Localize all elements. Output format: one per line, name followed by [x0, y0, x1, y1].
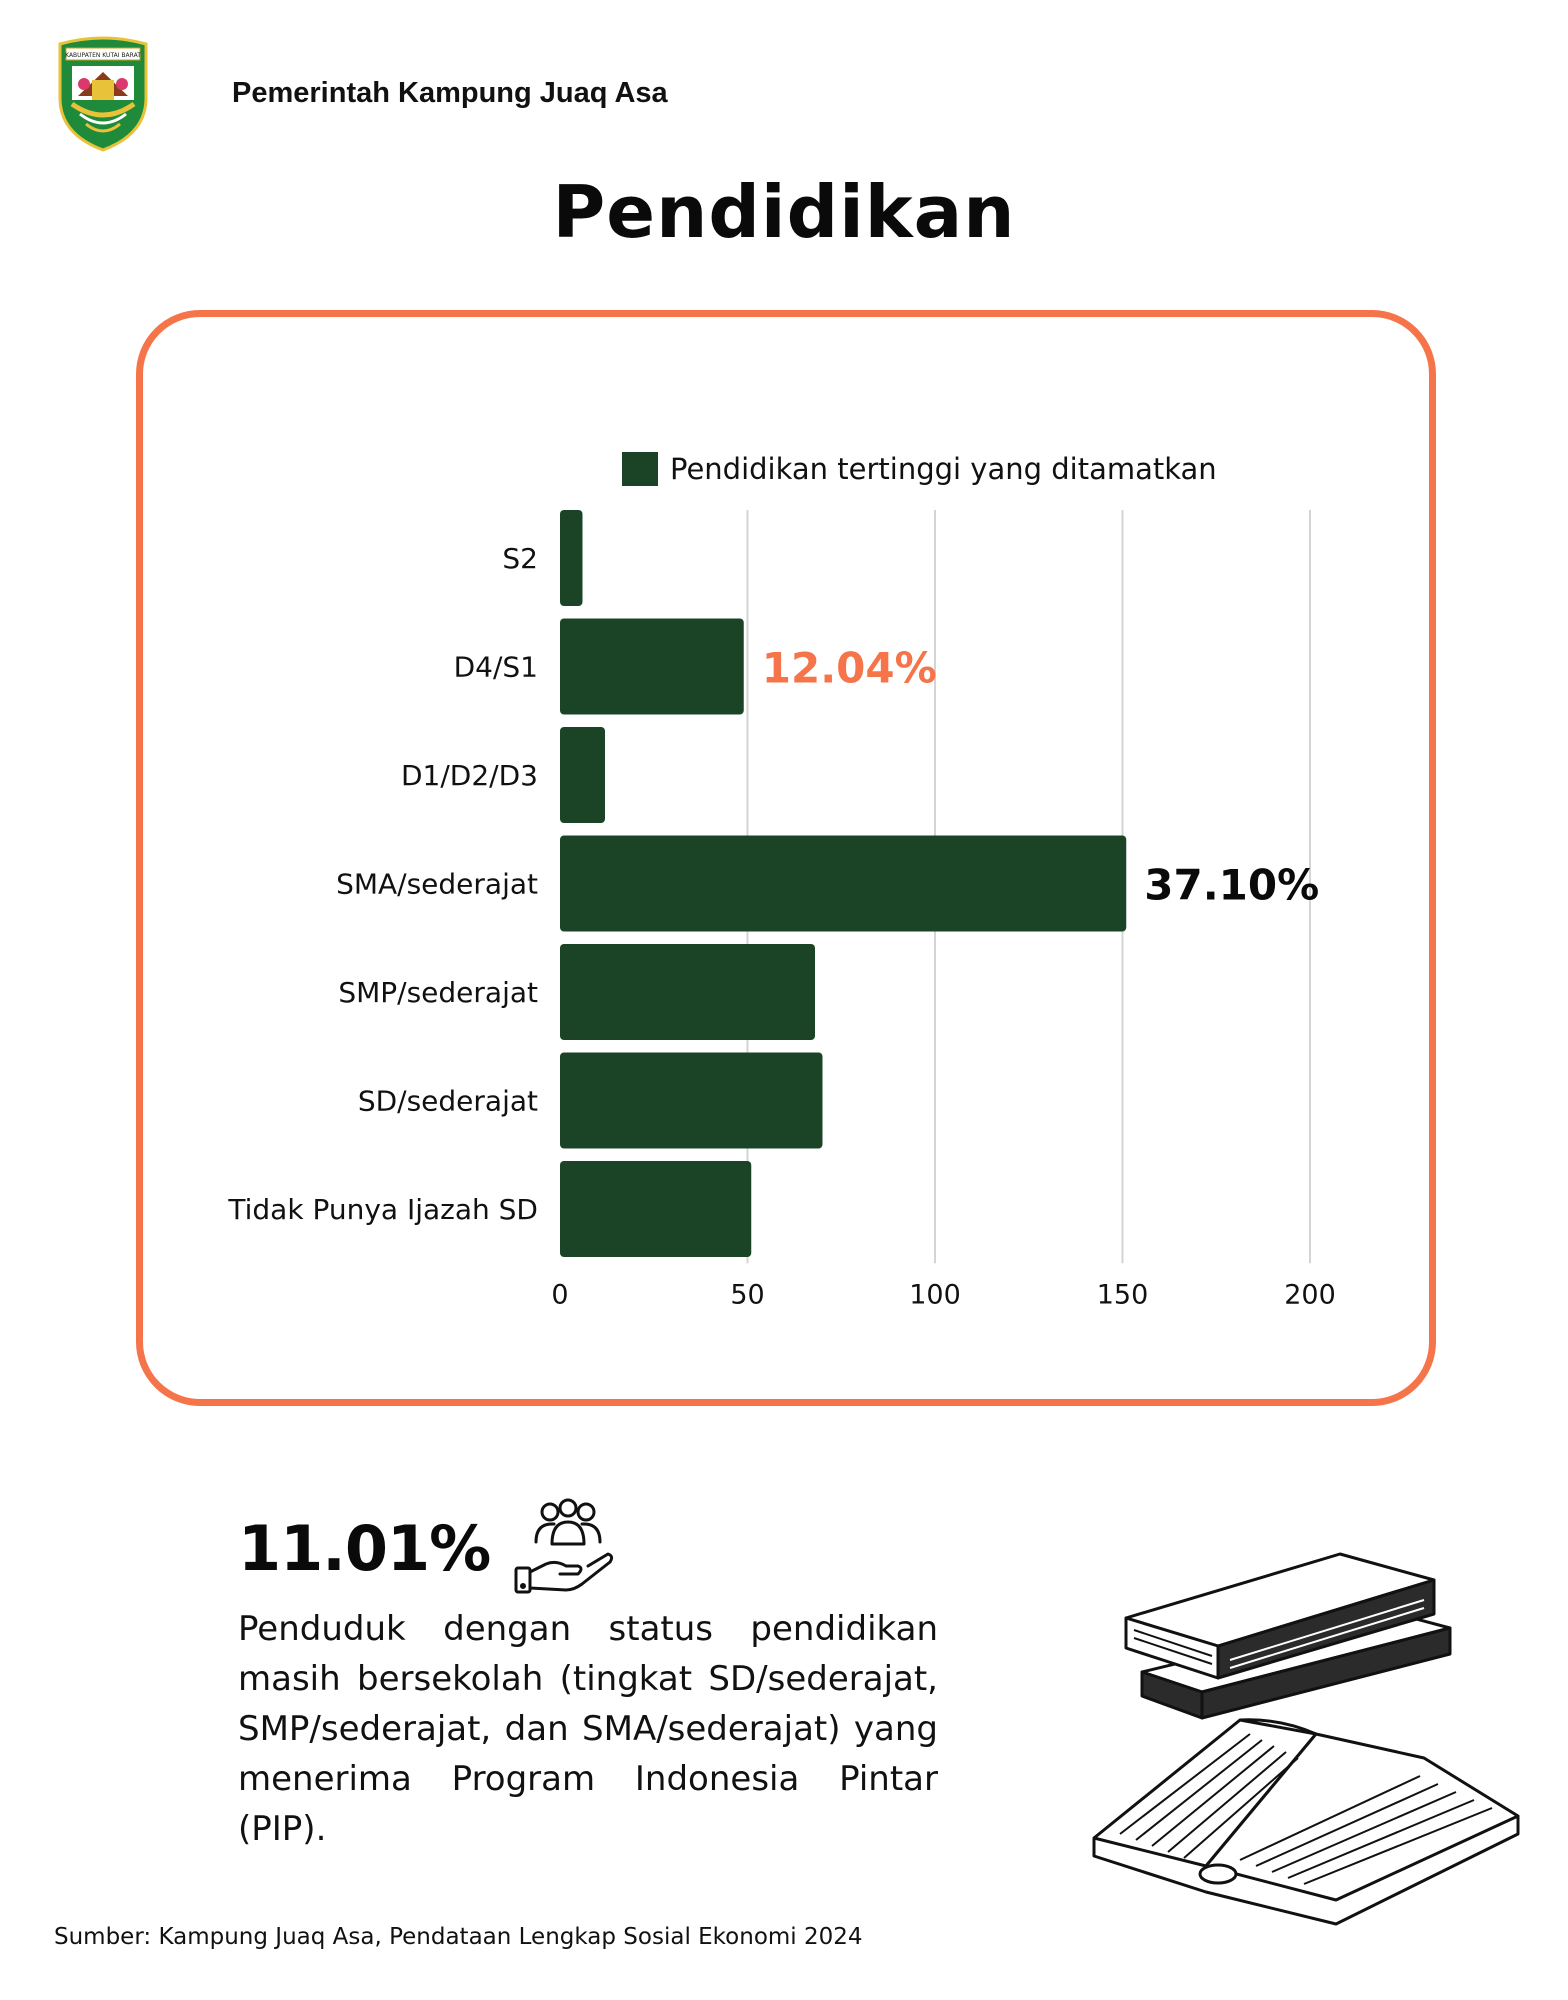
legend-swatch — [622, 452, 658, 486]
page-title: Pendidikan — [552, 170, 1016, 254]
stat-value: 11.01% — [238, 1511, 491, 1585]
bar — [560, 1052, 823, 1149]
category-label: SMP/sederajat — [338, 976, 538, 1009]
bar — [560, 1161, 752, 1257]
category-label: D1/D2/D3 — [401, 759, 538, 792]
bar — [560, 727, 605, 823]
bar — [560, 835, 1127, 932]
x-tick-label: 0 — [551, 1279, 568, 1310]
category-label: S2 — [502, 542, 538, 575]
category-label: Tidak Punya Ijazah SD — [227, 1193, 538, 1226]
category-label: D4/S1 — [454, 651, 538, 684]
source-note: Sumber: Kampung Juaq Asa, Pendataan Leng… — [54, 1924, 863, 1950]
data-annotation: 37.10% — [1144, 861, 1319, 910]
books-illustration — [1092, 1552, 1520, 1926]
x-tick-label: 150 — [1097, 1279, 1149, 1310]
regency-emblem-icon: KABUPATEN KUTAI BARAT — [58, 36, 148, 152]
org-name: Pemerintah Kampung Juaq Asa — [232, 76, 668, 109]
category-label: SD/sederajat — [358, 1085, 538, 1118]
helping-hand-people-icon — [514, 1498, 614, 1594]
data-annotation: 12.04% — [762, 644, 937, 693]
legend-label: Pendidikan tertinggi yang ditamatkan — [670, 452, 1217, 486]
category-label: SMA/sederajat — [336, 868, 538, 901]
x-tick-label: 100 — [909, 1279, 961, 1310]
x-tick-label: 50 — [730, 1279, 764, 1310]
header: KABUPATEN KUTAI BARAT Pemerintah Kampung… — [52, 34, 668, 152]
x-tick-label: 200 — [1284, 1279, 1336, 1310]
bar — [560, 510, 583, 606]
bar — [560, 618, 744, 715]
stat-block: 11.01% Penduduk dengan status pendidikan… — [238, 1498, 938, 1854]
bar — [560, 944, 815, 1040]
emblem-lettering: KABUPATEN KUTAI BARAT — [65, 52, 141, 59]
stat-description: Penduduk dengan status pendidikan masih … — [238, 1609, 938, 1849]
bar-chart: Pendidikan tertinggi yang ditamatkan 0 50 1… — [227, 452, 1336, 1310]
